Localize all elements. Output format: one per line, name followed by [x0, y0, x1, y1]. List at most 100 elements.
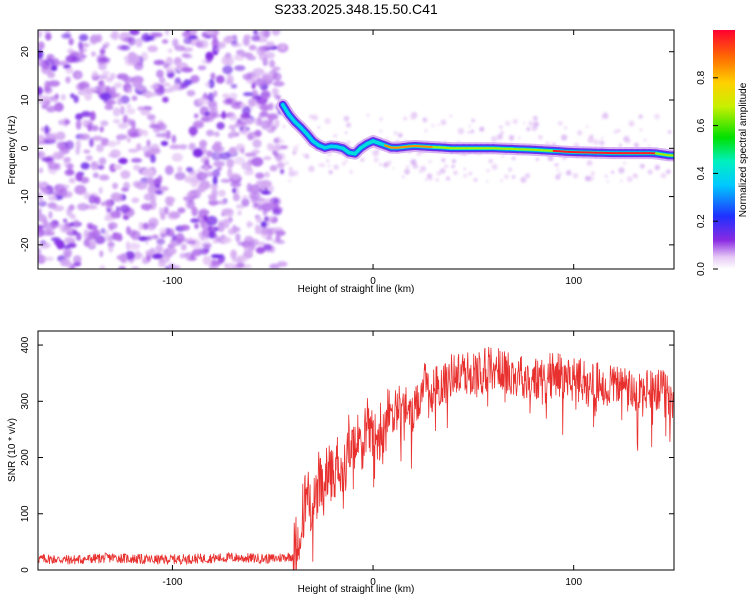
noise-blob: [272, 66, 281, 72]
noise-speck: [488, 159, 493, 164]
noise-speck: [428, 160, 432, 164]
noise-blob: [38, 200, 47, 207]
noise-speck: [486, 180, 489, 183]
noise-blob: [136, 86, 147, 91]
noise-speck: [613, 129, 618, 134]
noise-blob: [271, 30, 281, 36]
noise-blob: [97, 75, 108, 80]
noise-blob: [223, 36, 235, 44]
noise-blob: [155, 244, 164, 254]
noise-blob: [120, 95, 130, 104]
noise-speck: [392, 167, 395, 170]
colorbar-tick-label: 0.6: [696, 118, 707, 132]
noise-blob: [38, 192, 42, 199]
noise-blob: [271, 144, 282, 152]
noise-speck: [437, 123, 440, 127]
noise-blob: [184, 252, 194, 258]
noise-blob: [64, 237, 76, 245]
noise-blob: [165, 165, 174, 176]
noise-blob: [273, 136, 282, 145]
noise-blob: [208, 230, 217, 239]
noise-blob: [66, 55, 78, 63]
noise-blob: [221, 110, 226, 120]
noise-blob: [42, 256, 55, 262]
noise-blob: [169, 211, 181, 219]
noise-blob: [194, 223, 199, 230]
snr-y-tick-label: 300: [20, 393, 31, 410]
noise-blob: [146, 235, 153, 241]
noise-blob: [52, 98, 58, 103]
noise-blob: [252, 68, 265, 76]
noise-blob: [171, 153, 183, 162]
noise-speck: [317, 126, 320, 129]
noise-speck: [328, 170, 333, 175]
noise-speck: [660, 172, 667, 179]
spectrogram-x-tick-label: 100: [565, 276, 582, 287]
noise-blob: [112, 119, 121, 124]
noise-blob: [235, 204, 245, 209]
noise-speck: [586, 125, 589, 128]
noise-speck: [618, 167, 625, 174]
noise-blob: [210, 111, 217, 119]
noise-blob: [269, 203, 277, 209]
noise-blob: [64, 119, 71, 125]
noise-blob: [126, 241, 130, 251]
noise-speck: [441, 158, 446, 163]
noise-speck: [535, 157, 540, 161]
colorbar-tick-label: 0.2: [696, 214, 707, 228]
noise-blob: [202, 255, 212, 266]
noise-blob: [237, 241, 246, 246]
noise-blob: [45, 32, 52, 41]
noise-blob: [206, 150, 213, 158]
noise-blob: [275, 230, 286, 237]
noise-speck: [457, 127, 465, 135]
noise-blob: [75, 172, 82, 181]
noise-blob: [65, 76, 71, 84]
noise-blob: [203, 214, 208, 222]
noise-blob: [203, 92, 208, 98]
noise-blob: [183, 196, 193, 202]
noise-blob: [46, 105, 57, 113]
noise-blob: [263, 54, 268, 64]
colorbar-tick-label: 0.4: [696, 166, 707, 180]
noise-blob: [128, 53, 140, 64]
noise-blob: [97, 85, 109, 93]
signal-trace-segment: [293, 120, 302, 129]
noise-blob: [211, 258, 217, 267]
noise-blob: [200, 218, 206, 228]
noise-blob: [197, 65, 207, 71]
noise-blob: [223, 218, 230, 229]
noise-blob: [212, 238, 218, 244]
noise-blob: [256, 46, 266, 56]
noise-blob: [267, 216, 274, 221]
noise-speck: [508, 167, 513, 172]
snr-x-tick-label: 0: [370, 577, 376, 588]
noise-blob: [150, 154, 156, 164]
noise-blob: [48, 211, 53, 219]
noise-blob: [89, 137, 94, 148]
noise-blob: [274, 119, 280, 128]
noise-speck: [422, 117, 428, 123]
noise-blob: [257, 241, 267, 247]
noise-blob: [38, 49, 44, 60]
noise-blob: [129, 131, 139, 138]
noise-blob: [244, 170, 254, 176]
noise-blob: [230, 249, 238, 260]
noise-blob: [203, 165, 209, 172]
spectrogram-y-tick-label: 10: [20, 94, 31, 106]
noise-blob: [251, 157, 264, 167]
noise-blob: [41, 104, 48, 109]
noise-blob: [205, 51, 214, 62]
noise-speck: [372, 150, 379, 157]
noise-speck: [628, 120, 635, 127]
noise-blob: [38, 167, 44, 174]
noise-blob: [243, 245, 254, 255]
noise-blob: [252, 139, 262, 148]
noise-blob: [146, 222, 156, 231]
noise-blob: [253, 30, 258, 35]
noise-blob: [112, 193, 124, 203]
noise-blob: [38, 254, 46, 264]
noise-blob: [257, 116, 262, 126]
noise-blob: [94, 235, 106, 245]
noise-blob: [38, 86, 43, 96]
